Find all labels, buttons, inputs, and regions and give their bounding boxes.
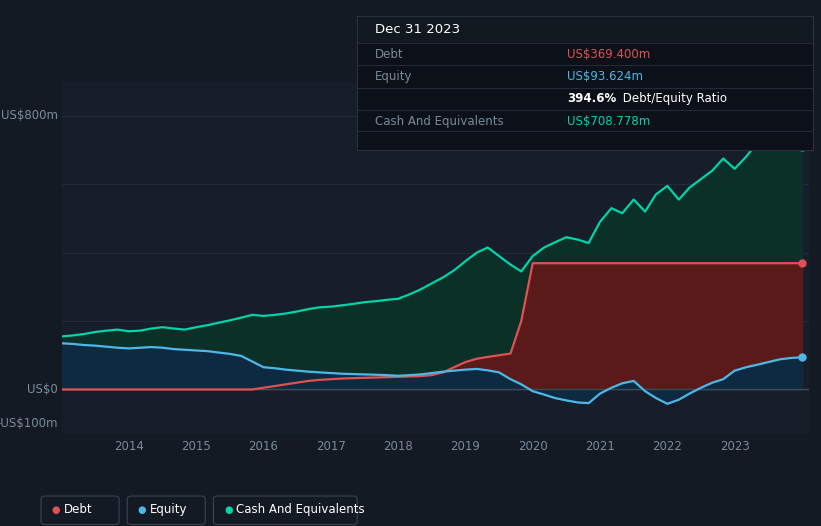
- Text: ●: ●: [224, 504, 232, 515]
- Text: 394.6%: 394.6%: [566, 93, 616, 105]
- Text: US$800m: US$800m: [1, 109, 57, 122]
- Text: Equity: Equity: [150, 503, 188, 516]
- Text: Debt: Debt: [64, 503, 93, 516]
- Text: Dec 31 2023: Dec 31 2023: [375, 23, 461, 36]
- Text: -US$100m: -US$100m: [0, 417, 57, 430]
- Text: US$93.624m: US$93.624m: [566, 70, 643, 83]
- Text: Cash And Equivalents: Cash And Equivalents: [236, 503, 365, 516]
- Text: Cash And Equivalents: Cash And Equivalents: [375, 115, 504, 128]
- Text: Debt: Debt: [375, 47, 404, 60]
- Text: US$708.778m: US$708.778m: [566, 115, 650, 128]
- Text: Debt/Equity Ratio: Debt/Equity Ratio: [619, 93, 727, 105]
- Text: ●: ●: [52, 504, 60, 515]
- Bar: [357, 16, 813, 43]
- Text: US$369.400m: US$369.400m: [566, 47, 650, 60]
- Text: US$0: US$0: [27, 383, 57, 396]
- Text: Equity: Equity: [375, 70, 413, 83]
- Text: ●: ●: [138, 504, 146, 515]
